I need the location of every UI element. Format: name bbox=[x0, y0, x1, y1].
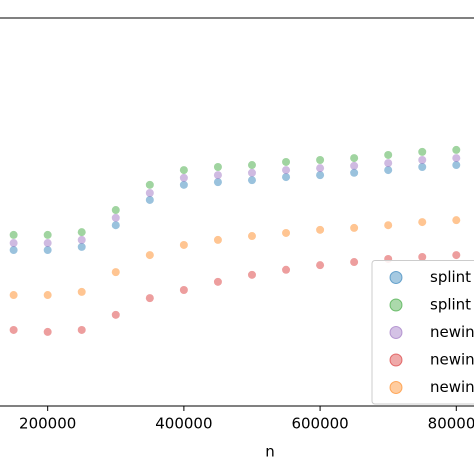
scatter-point bbox=[179, 173, 188, 182]
scatter-point bbox=[282, 228, 291, 237]
scatter-point bbox=[213, 171, 222, 180]
scatter-point bbox=[316, 156, 325, 165]
scatter-point bbox=[350, 223, 359, 232]
scatter-point bbox=[179, 166, 188, 175]
scatter-point bbox=[43, 327, 52, 336]
scatter-point bbox=[452, 251, 461, 260]
x-axis-label: n bbox=[265, 443, 275, 461]
scatter-point bbox=[350, 154, 359, 163]
scatter-point bbox=[43, 291, 52, 300]
legend-label: newin bbox=[430, 351, 474, 369]
scatter-point bbox=[111, 213, 120, 222]
scatter-point bbox=[418, 162, 427, 171]
scatter-point bbox=[350, 258, 359, 267]
scatter-point bbox=[111, 310, 120, 319]
scatter-point bbox=[282, 166, 291, 175]
legend-marker bbox=[389, 381, 403, 394]
scatter-point bbox=[316, 171, 325, 180]
legend-label: newin bbox=[430, 378, 474, 396]
scatter-point bbox=[179, 240, 188, 249]
scatter-point bbox=[111, 221, 120, 230]
scatter-point bbox=[418, 218, 427, 227]
scatter-point bbox=[452, 145, 461, 154]
scatter-point bbox=[282, 173, 291, 182]
scatter-point bbox=[179, 285, 188, 294]
scatter-point bbox=[384, 159, 393, 168]
x-tick-label: 200000 bbox=[19, 415, 76, 433]
legend-label: splint bbox=[430, 268, 471, 286]
legend-marker bbox=[389, 353, 403, 367]
legend-marker bbox=[389, 271, 403, 284]
scatter-point bbox=[247, 270, 256, 279]
scatter-point bbox=[316, 261, 325, 270]
scatter-point bbox=[145, 251, 154, 260]
scatter-point bbox=[350, 161, 359, 170]
legend-marker bbox=[389, 298, 403, 312]
scatter-point bbox=[247, 168, 256, 177]
x-tick-label: 800000 bbox=[428, 415, 474, 433]
scatter-point bbox=[111, 206, 120, 215]
scatter-point bbox=[247, 176, 256, 185]
scatter-point bbox=[316, 225, 325, 234]
scatter-point bbox=[145, 195, 154, 204]
scatter-point bbox=[452, 161, 461, 170]
legend-label: newin bbox=[430, 323, 474, 341]
scatter-point bbox=[213, 162, 222, 171]
scatter-point bbox=[43, 246, 52, 255]
legend-label: splint bbox=[430, 296, 471, 314]
scatter-point bbox=[213, 235, 222, 244]
scatter-point bbox=[213, 277, 222, 286]
scatter-point bbox=[316, 164, 325, 173]
scatter-point bbox=[247, 161, 256, 170]
scatter-point bbox=[77, 228, 86, 237]
scatter-point bbox=[282, 157, 291, 166]
legend-box bbox=[371, 260, 474, 405]
scatter-point bbox=[43, 239, 52, 248]
scatter-point bbox=[418, 147, 427, 156]
scatter-point bbox=[384, 150, 393, 159]
scatter-point bbox=[145, 294, 154, 303]
scatter-point bbox=[145, 180, 154, 189]
scatter-point bbox=[111, 268, 120, 277]
scatter-point bbox=[247, 232, 256, 241]
scatter-point bbox=[77, 325, 86, 334]
x-tick-label: 400000 bbox=[155, 415, 212, 433]
scatter-point bbox=[9, 325, 18, 334]
scatter-point bbox=[43, 230, 52, 239]
scatter-point bbox=[384, 166, 393, 175]
scatter-point bbox=[9, 291, 18, 300]
scatter-point bbox=[9, 239, 18, 248]
scatter-point bbox=[452, 154, 461, 163]
scatter-point bbox=[179, 180, 188, 189]
x-tick-label: 600000 bbox=[291, 415, 348, 433]
legend-marker bbox=[389, 326, 403, 339]
scatter-point bbox=[350, 168, 359, 177]
scatter-point bbox=[77, 235, 86, 244]
scatter-point bbox=[9, 246, 18, 255]
scatter-point bbox=[9, 230, 18, 239]
scatter-point bbox=[77, 287, 86, 296]
scatter-point bbox=[282, 265, 291, 274]
scatter-point bbox=[418, 253, 427, 262]
scatter-point bbox=[213, 178, 222, 187]
scatter-point bbox=[77, 242, 86, 251]
scatter-point bbox=[452, 216, 461, 225]
scatter-point bbox=[384, 221, 393, 230]
scatter-point bbox=[418, 156, 427, 165]
scatter-point bbox=[145, 188, 154, 197]
